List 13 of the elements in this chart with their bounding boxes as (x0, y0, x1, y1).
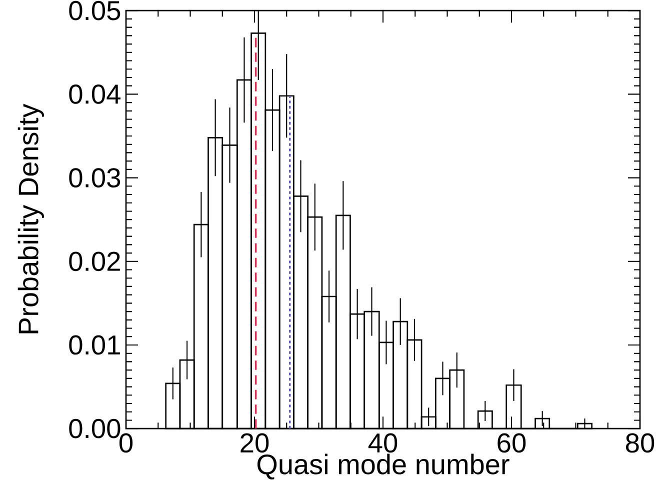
y-tick-label: 0.05 (69, 0, 120, 20)
x-tick-label: 60 (498, 433, 526, 453)
y-tick-label: 0.00 (69, 418, 120, 438)
y-tick-label: 0.03 (69, 168, 120, 188)
x-axis-title: Quasi mode number (257, 454, 510, 480)
y-tick-label: 0.01 (69, 335, 120, 355)
x-tick-label: 20 (240, 433, 269, 453)
x-tick-label: 0 (119, 433, 133, 453)
y-tick-label: 0.04 (69, 84, 120, 104)
x-tick-label: 40 (368, 433, 398, 453)
x-tick-label: 80 (626, 433, 654, 453)
y-tick-label: 0.02 (69, 252, 120, 272)
y-axis-title: Probability Density (18, 104, 44, 334)
